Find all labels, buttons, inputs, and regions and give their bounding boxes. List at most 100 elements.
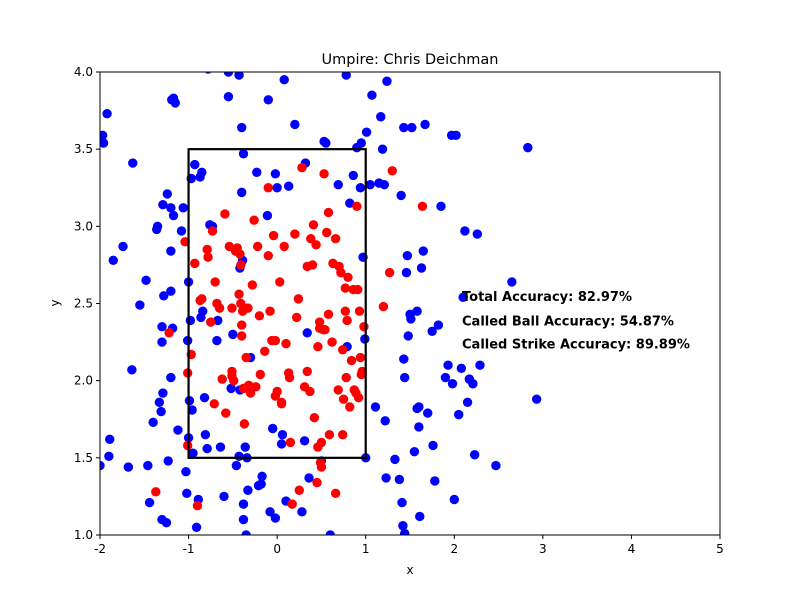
ball-point: [355, 183, 366, 193]
strike-point: [206, 317, 216, 327]
ball-point: [407, 122, 417, 133]
ball-point: [447, 379, 458, 389]
strike-point: [354, 306, 365, 316]
strike-point: [333, 385, 343, 395]
strike-point: [151, 487, 161, 497]
strike-point: [378, 301, 389, 312]
y-axis-ticks: 1.0 1.5 2.0 2.5 3.0 3.5 4.0: [74, 65, 100, 542]
ball-point: [401, 267, 412, 278]
strike-point: [327, 337, 337, 347]
ball-point: [451, 130, 461, 140]
ball-point: [166, 286, 176, 296]
chart-title: Umpire: Chris Deichman: [322, 52, 499, 68]
strike-point: [265, 306, 275, 316]
strike-point: [236, 260, 246, 270]
ball-point: [166, 246, 176, 256]
ball-point: [414, 422, 424, 432]
ball-point: [163, 456, 173, 466]
strike-point: [337, 345, 348, 355]
strike-point: [345, 402, 355, 412]
ball-point: [458, 292, 468, 303]
strike-point: [270, 335, 281, 346]
strike-point: [263, 183, 273, 193]
ball-point: [436, 201, 446, 211]
ball-point: [390, 454, 400, 465]
ball-point: [427, 326, 437, 336]
ball-point: [397, 497, 407, 508]
ball-point: [418, 246, 428, 256]
strike-point: [287, 499, 297, 509]
ball-point: [162, 189, 173, 199]
ball-point: [456, 363, 467, 374]
ball-point: [104, 451, 114, 461]
ball-point: [243, 485, 253, 495]
strike-point: [313, 342, 323, 352]
ball-point: [128, 158, 138, 168]
ball-point: [178, 203, 188, 213]
ball-point: [398, 521, 408, 531]
accuracy-annotation: Total Accuracy: 82.97%: [462, 290, 632, 305]
ball-point: [176, 226, 187, 236]
ball-point: [158, 388, 168, 398]
strike-point: [279, 241, 289, 252]
ball-point: [409, 446, 420, 457]
strike-point: [293, 294, 304, 304]
ball-point: [256, 479, 266, 489]
ball-point: [263, 95, 273, 105]
ball-point: [143, 460, 153, 471]
ball-point: [402, 250, 413, 261]
strike-point: [281, 338, 291, 349]
strike-point: [221, 408, 231, 418]
ball-point: [157, 337, 167, 347]
strike-point: [336, 267, 346, 278]
ball-point: [268, 423, 278, 434]
ball-point: [100, 130, 108, 140]
strike-point: [245, 388, 256, 398]
strike-point: [330, 488, 341, 499]
ball-point: [234, 451, 244, 461]
strike-point: [220, 209, 230, 219]
strike-point: [307, 260, 318, 270]
strike-point: [217, 374, 227, 384]
strike-point: [229, 375, 239, 386]
ball-point: [433, 320, 444, 330]
strike-point: [254, 311, 265, 321]
ball-point: [403, 331, 413, 341]
strike-point: [323, 207, 334, 218]
ball-point: [182, 488, 192, 499]
ball-point: [290, 119, 300, 130]
ball-point: [415, 511, 425, 522]
ball-point: [430, 476, 440, 486]
ball-point: [325, 530, 335, 535]
ball-point: [234, 72, 244, 80]
ball-point: [283, 181, 294, 191]
x-tick-label: 5: [716, 542, 724, 556]
ball-point: [440, 372, 451, 383]
strike-point: [252, 241, 263, 252]
ball-point: [443, 360, 453, 370]
strike-point: [387, 166, 397, 176]
strike-point: [234, 289, 244, 299]
ball-point: [423, 408, 433, 418]
strike-point: [197, 294, 207, 304]
x-axis-ticks: -2 -1 0 1 2 3 4 5: [94, 535, 724, 556]
strike-point: [316, 462, 327, 472]
ball-point: [228, 329, 238, 340]
ball-point: [252, 167, 262, 178]
strike-point: [284, 372, 295, 383]
ball-point: [469, 450, 480, 460]
ball-point: [219, 491, 229, 502]
strike-point: [209, 399, 219, 409]
strike-point: [294, 485, 304, 495]
ball-point: [416, 263, 427, 273]
ball-point: [399, 354, 409, 364]
strike-point: [308, 220, 319, 230]
ball-point: [170, 98, 180, 108]
strike-point: [260, 346, 270, 357]
ball-point: [202, 443, 212, 454]
ball-point: [223, 72, 234, 77]
ball-point: [297, 507, 307, 517]
strike-point: [314, 323, 325, 333]
strike-point: [297, 162, 307, 173]
